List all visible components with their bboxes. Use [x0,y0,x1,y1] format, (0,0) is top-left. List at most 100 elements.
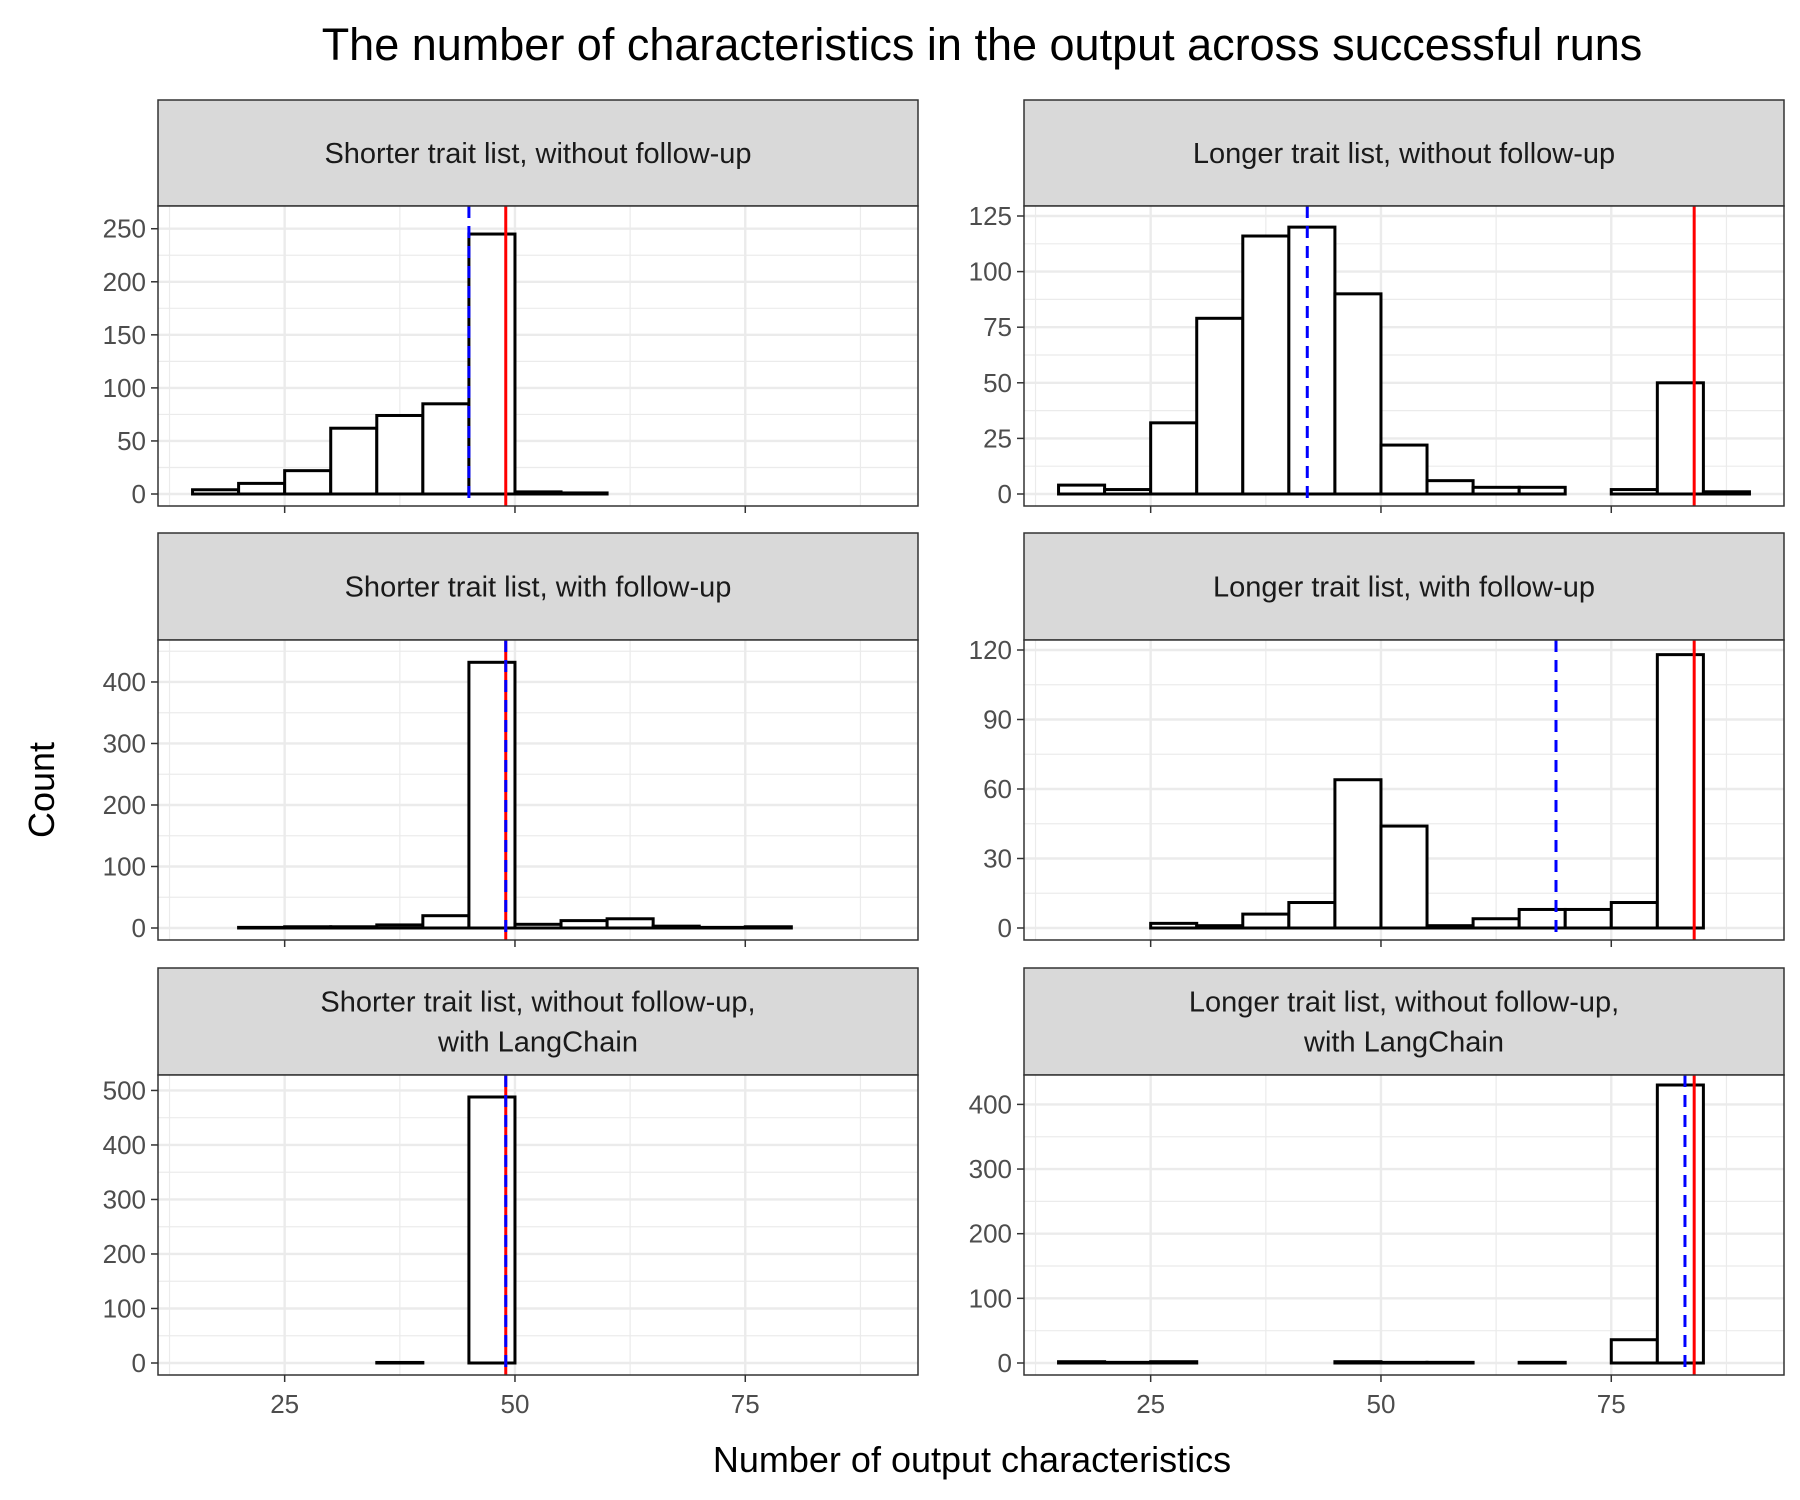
histogram-bar [1149,1360,1199,1365]
histogram-bar [1149,921,1199,930]
histogram-bar [329,426,379,496]
histogram-bar [1701,490,1751,496]
y-tick-label: 200 [969,1219,1012,1249]
histogram-bar [421,914,471,930]
histogram-bar [1241,912,1291,930]
y-tick-label: 400 [103,1130,146,1160]
histogram-bar [191,488,241,496]
facet-strip-label: Shorter trait list, without follow-up [324,138,751,170]
y-tick-label: 0 [998,1348,1012,1378]
y-tick-label: 100 [969,1283,1012,1313]
histogram-bar [375,923,425,930]
x-tick-label: 25 [1136,1389,1165,1419]
facet-panel-1: Shorter trait list, without follow-up 0 50… [103,99,919,513]
histogram-bar [1287,901,1337,930]
histogram-bar [1655,381,1705,496]
y-axis-title: Count [21,742,62,838]
facet-panel-6: Longer trait list, without follow-up, wit… [969,967,1785,1419]
histogram-bar [1517,907,1567,930]
y-tick-label: 25 [983,423,1012,453]
y-tick-label: 100 [103,1293,146,1323]
histogram-bar [1333,292,1383,496]
panel-border [157,205,919,507]
panel-background [158,640,918,940]
facet-strip [1023,99,1785,207]
facet-panel-5: Shorter trait list, without follow-up, wi… [103,967,919,1419]
y-tick-label: 100 [969,257,1012,287]
histogram-bar [1333,1360,1383,1365]
histogram-bar [1195,316,1245,496]
panel-border [157,1074,919,1376]
facet-strip-label: with LangChain [437,1027,638,1059]
histogram-bar [237,925,287,930]
y-tick-label: 500 [103,1075,146,1105]
histogram-bar [743,925,793,930]
y-tick-label: 50 [983,368,1012,398]
y-tick-label: 250 [103,214,146,244]
histogram-bar [1425,924,1475,930]
y-tick-label: 100 [103,373,146,403]
y-tick-label: 400 [969,1089,1012,1119]
y-tick-label: 200 [103,790,146,820]
histogram-bar [1655,1083,1705,1365]
histogram-bar [1333,778,1383,930]
histogram-bar [1609,1338,1659,1365]
histogram-bar [1057,1360,1107,1365]
histogram-bar [1609,901,1659,930]
panel-border [157,639,919,941]
y-tick-label: 150 [103,320,146,350]
x-tick-label: 50 [501,1389,530,1419]
histogram-bar [1241,234,1291,496]
panel-background [158,206,918,506]
facet-strip-label: Longer trait list, without follow-up, [1189,987,1619,1019]
facet-strip-label: Longer trait list, without follow-up [1193,138,1615,170]
histogram-bar [329,925,379,930]
histogram-bar [467,660,517,930]
histogram-bar [559,491,609,496]
histogram-bar [467,232,517,496]
histogram-bar [1379,824,1429,930]
y-tick-label: 0 [132,1348,146,1378]
histogram-bar [1609,488,1659,496]
facet-panel-4: Longer trait list, with follow-up 0 30 60 90… [969,532,1785,947]
facet-strip [157,99,919,207]
histogram-bar [1471,917,1521,930]
histogram-bar [375,413,425,496]
chart-title: The number of characteristics in the out… [322,19,1643,70]
histogram-bar [467,1095,517,1365]
y-tick-label: 125 [969,201,1012,231]
facet-strip [1023,532,1785,641]
y-tick-label: 120 [969,635,1012,665]
histogram-bar [1103,1360,1153,1365]
histogram-bar [697,925,747,930]
facet-panel-3: Shorter trait list, with follow-up 0 100 20… [103,532,919,947]
panel-border [1023,639,1785,941]
histogram-bar [1563,907,1613,930]
x-tick-label: 75 [731,1389,760,1419]
histogram-bar [375,1360,425,1365]
histogram-bar [1287,225,1337,496]
histogram-bar [605,917,655,930]
histogram-bar [1379,443,1429,496]
histogram-bar [1425,1360,1475,1365]
panel-border [1023,1074,1785,1376]
x-tick-label: 50 [1367,1389,1396,1419]
histogram-bar [513,922,563,930]
histogram-bar [559,919,609,930]
histogram-bar [1103,488,1153,496]
histogram-bar [1425,479,1475,496]
histogram-bar [421,402,471,496]
y-tick-label: 200 [103,1239,146,1269]
y-tick-label: 0 [998,913,1012,943]
histogram-bar [1379,1360,1429,1365]
histogram-bar [1471,485,1521,496]
facet-strip-label: Longer trait list, with follow-up [1213,572,1595,604]
facet-strip [1023,967,1785,1076]
y-tick-label: 0 [132,913,146,943]
histogram-bar [513,490,563,496]
histogram-bar [1057,483,1107,496]
x-tick-label: 75 [1597,1389,1626,1419]
facet-strip [157,532,919,641]
y-tick-label: 100 [103,851,146,881]
